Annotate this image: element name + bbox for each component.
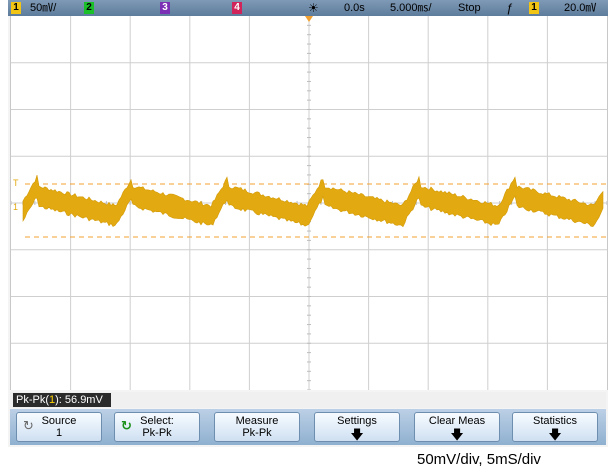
- rotate-knob-icon: ↻: [23, 418, 34, 433]
- softkey-label: Measure: [235, 415, 279, 427]
- measurement-channel: 1: [49, 394, 56, 406]
- statistics-softkey[interactable]: Statistics 🡇: [512, 412, 598, 442]
- trigger-source-badge[interactable]: 1: [529, 2, 539, 14]
- run-state[interactable]: Stop: [458, 2, 481, 14]
- clear-meas-softkey[interactable]: Clear Meas 🡇: [414, 412, 500, 442]
- settings-softkey[interactable]: Settings 🡇: [314, 412, 400, 442]
- channel-4-badge[interactable]: 4: [232, 2, 242, 14]
- softkey-label: Clear Meas: [428, 415, 486, 427]
- measurement-value: ): 56.9mV: [55, 394, 103, 406]
- trigger-level-marker: T: [13, 178, 19, 188]
- softkey-value: Pk-Pk: [242, 427, 272, 439]
- measure-softkey[interactable]: Measure Pk-Pk: [214, 412, 300, 442]
- rotate-knob-icon: ↻: [121, 418, 132, 433]
- softkey-label: Select:: [140, 415, 174, 427]
- oscilloscope-display: 1 50㎷/ 2 3 4 ☀ 0.0s 5.000㎳/ Stop ƒ 1 20.…: [8, 0, 608, 447]
- timebase-readout[interactable]: 5.000㎳/: [390, 2, 432, 14]
- delay-readout[interactable]: 0.0s: [344, 2, 365, 14]
- trigger-slope-icon: ƒ: [506, 1, 513, 15]
- channel-1-scale[interactable]: 50㎷/: [30, 2, 57, 14]
- softkey-label: Statistics: [532, 415, 577, 427]
- softkey-label: Settings: [337, 415, 377, 427]
- pk-pk-measurement: Pk-Pk(1): 56.9mV: [13, 393, 111, 407]
- source-softkey[interactable]: ↻ Source 1: [16, 412, 102, 442]
- softkey-label: Source: [41, 415, 77, 427]
- trigger-position-icon: ☀: [308, 1, 319, 15]
- trigger-position-marker: [305, 16, 313, 22]
- submenu-arrow-icon: 🡇: [548, 427, 562, 442]
- caption: 50mV/div, 5mS/div: [417, 451, 541, 468]
- trigger-level-readout[interactable]: 20.0㎷: [564, 2, 597, 14]
- channel-1-waveform: [22, 175, 604, 228]
- submenu-arrow-icon: 🡇: [350, 427, 364, 442]
- graticule-grid: T1: [11, 16, 607, 390]
- channel-3-badge[interactable]: 3: [160, 2, 170, 14]
- submenu-arrow-icon: 🡇: [450, 427, 464, 442]
- softkey-bar: ↻ Source 1 ↻ Select: Pk-Pk Measure Pk-Pk…: [10, 409, 606, 445]
- select-softkey[interactable]: ↻ Select: Pk-Pk: [114, 412, 200, 442]
- status-bar: 1 50㎷/ 2 3 4 ☀ 0.0s 5.000㎳/ Stop ƒ 1 20.…: [8, 0, 608, 16]
- softkey-value: Pk-Pk: [142, 427, 172, 439]
- measurement-bar: Pk-Pk(1): 56.9mV: [10, 392, 606, 408]
- softkey-value: 1: [55, 427, 63, 439]
- channel-2-badge[interactable]: 2: [84, 2, 94, 14]
- channel-1-ground-marker: 1: [13, 202, 18, 212]
- measurement-label-prefix: Pk-Pk(: [16, 394, 49, 406]
- channel-1-badge[interactable]: 1: [11, 2, 21, 14]
